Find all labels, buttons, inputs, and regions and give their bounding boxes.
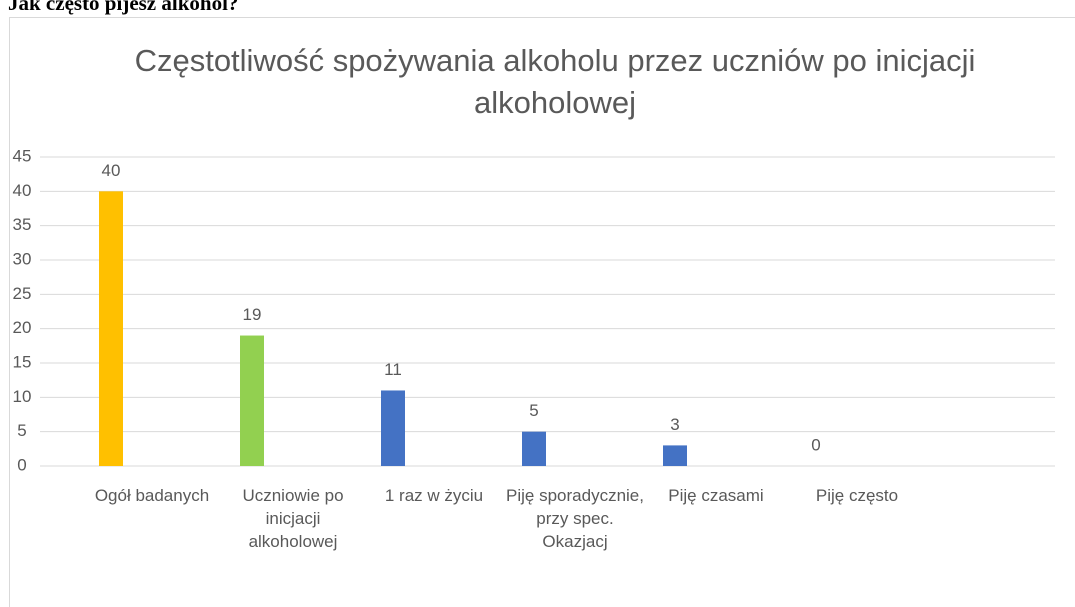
y-tick-label: 15 (13, 352, 32, 371)
bar (522, 431, 546, 466)
data-label: 11 (384, 360, 402, 379)
data-label: 3 (670, 415, 679, 434)
y-tick-label: 45 (13, 146, 32, 165)
heading: Jak często pijesz alkohol? (8, 0, 239, 15)
y-tick-label: 25 (13, 284, 32, 303)
data-label: 19 (243, 305, 262, 324)
bar (240, 335, 264, 466)
data-label: 5 (529, 401, 538, 420)
x-tick-label: Piję często (815, 486, 899, 505)
data-label: 40 (102, 161, 121, 180)
y-tick-label: 20 (13, 318, 32, 337)
x-tick-label: Piję czasami (668, 486, 764, 505)
x-tick-label: 1 raz w życiu (384, 486, 484, 505)
chart-frame (9, 17, 1075, 607)
x-tick-label: Piję sporadycznie, przy spec. Okazjacj (506, 486, 644, 551)
bar (99, 191, 123, 467)
data-label: 0 (811, 435, 820, 454)
y-tick-label: 10 (13, 387, 32, 406)
x-tick-label: Uczniowie po inicjacji alkoholowej (242, 486, 344, 551)
y-tick-label: 5 (17, 421, 26, 440)
y-tick-label: 0 (17, 455, 26, 474)
chart-title: Częstotliwość spożywania alkoholu przez … (134, 43, 976, 120)
bar (381, 390, 405, 466)
y-tick-label: 30 (13, 249, 32, 268)
y-tick-label: 40 (13, 181, 32, 200)
bar (663, 445, 687, 466)
x-tick-label: Ogół badanych (94, 486, 210, 505)
y-tick-label: 35 (13, 215, 32, 234)
